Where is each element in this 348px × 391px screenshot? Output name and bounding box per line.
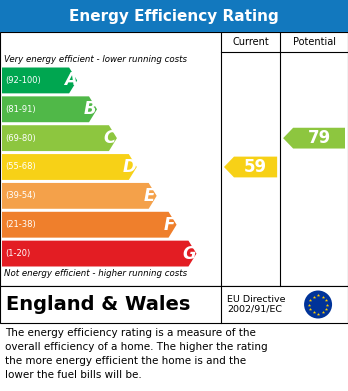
Polygon shape xyxy=(2,183,157,209)
Text: (21-38): (21-38) xyxy=(5,220,36,229)
Text: F: F xyxy=(164,216,175,234)
Text: Not energy efficient - higher running costs: Not energy efficient - higher running co… xyxy=(4,269,187,278)
Text: D: D xyxy=(123,158,137,176)
Text: 79: 79 xyxy=(307,129,331,147)
Text: A: A xyxy=(64,72,77,90)
Polygon shape xyxy=(224,157,277,178)
Bar xyxy=(0,0,348,32)
Text: 2002/91/EC: 2002/91/EC xyxy=(227,305,282,314)
Text: (69-80): (69-80) xyxy=(5,134,36,143)
Text: Energy Efficiency Rating: Energy Efficiency Rating xyxy=(69,9,279,23)
Bar xyxy=(0,32,348,286)
Text: England & Wales: England & Wales xyxy=(6,295,190,314)
Text: (55-68): (55-68) xyxy=(5,163,36,172)
Bar xyxy=(0,286,348,323)
Text: (1-20): (1-20) xyxy=(5,249,30,258)
Polygon shape xyxy=(283,128,345,149)
Text: Current: Current xyxy=(232,37,269,47)
Text: C: C xyxy=(104,129,116,147)
Text: Very energy efficient - lower running costs: Very energy efficient - lower running co… xyxy=(4,55,187,64)
Text: overall efficiency of a home. The higher the rating: overall efficiency of a home. The higher… xyxy=(5,342,268,352)
Text: lower the fuel bills will be.: lower the fuel bills will be. xyxy=(5,370,142,380)
Polygon shape xyxy=(2,125,117,151)
Text: EU Directive: EU Directive xyxy=(227,295,285,304)
Polygon shape xyxy=(2,240,197,267)
Polygon shape xyxy=(2,212,176,238)
Text: the more energy efficient the home is and the: the more energy efficient the home is an… xyxy=(5,356,246,366)
Text: The energy efficiency rating is a measure of the: The energy efficiency rating is a measur… xyxy=(5,328,256,338)
Text: E: E xyxy=(144,187,155,205)
Text: 59: 59 xyxy=(244,158,267,176)
Text: B: B xyxy=(84,100,96,118)
Circle shape xyxy=(304,291,332,319)
Text: (92-100): (92-100) xyxy=(5,76,41,85)
Text: G: G xyxy=(183,245,196,263)
Polygon shape xyxy=(2,96,97,122)
Polygon shape xyxy=(2,68,77,93)
Text: (39-54): (39-54) xyxy=(5,191,35,200)
Text: Potential: Potential xyxy=(293,37,335,47)
Polygon shape xyxy=(2,154,137,180)
Text: (81-91): (81-91) xyxy=(5,105,35,114)
